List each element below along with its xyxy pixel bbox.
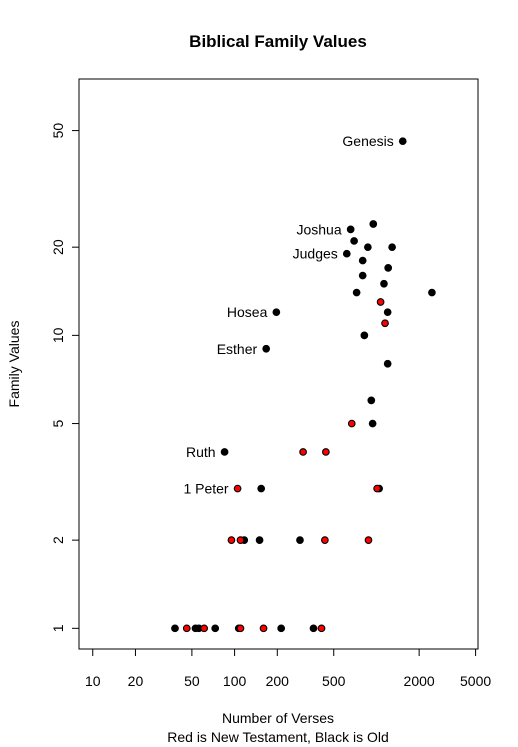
old-testament-point xyxy=(383,359,392,368)
x-tick-label: 5000 xyxy=(460,673,491,689)
point-label: Genesis xyxy=(342,133,393,149)
old-testament-point xyxy=(352,288,361,297)
old-testament-point xyxy=(360,331,369,340)
old-testament-point xyxy=(428,288,436,297)
old-testament-point xyxy=(350,237,358,245)
x-axis: 10 20 50 100 200 500 2000 5000 xyxy=(85,649,491,689)
y-tick-label: 5 xyxy=(50,419,66,427)
old-testament-point xyxy=(171,624,179,633)
new-testament-point xyxy=(236,536,245,544)
data-points xyxy=(171,137,436,633)
y-tick-label: 50 xyxy=(50,123,66,139)
y-tick-label: 20 xyxy=(50,239,66,255)
old-testament-point xyxy=(255,536,264,544)
plot-area-box xyxy=(78,78,479,650)
x-tick-label: 10 xyxy=(85,673,101,689)
old-testament-point xyxy=(257,484,266,493)
x-tick-label: 500 xyxy=(322,673,346,689)
old-testament-point xyxy=(262,344,271,353)
old-testament-point xyxy=(398,137,407,146)
point-label: Joshua xyxy=(296,221,341,237)
y-tick-label: 10 xyxy=(50,327,66,343)
x-tick-label: 50 xyxy=(184,673,200,689)
old-testament-point xyxy=(277,624,286,633)
new-testament-point xyxy=(321,536,329,544)
old-testament-point xyxy=(384,263,393,272)
new-testament-point xyxy=(376,298,385,306)
x-tick-label: 100 xyxy=(223,673,247,689)
new-testament-point xyxy=(233,484,242,493)
new-testament-point xyxy=(200,624,208,633)
old-testament-point xyxy=(369,220,378,228)
old-testament-point xyxy=(309,624,318,633)
new-testament-point xyxy=(322,448,330,456)
old-testament-point xyxy=(388,243,396,252)
y-axis: 1 2 5 10 20 50 xyxy=(50,123,79,632)
new-testament-point xyxy=(317,624,326,633)
chart-title: Biblical Family Values xyxy=(189,32,367,51)
point-label: Judges xyxy=(293,246,338,262)
new-testament-point xyxy=(381,319,389,328)
old-testament-point xyxy=(296,536,304,544)
old-testament-point xyxy=(380,279,388,288)
old-testament-point xyxy=(368,419,377,428)
new-testament-point xyxy=(364,536,373,544)
y-axis-label: Family Values xyxy=(6,321,22,408)
old-testament-point xyxy=(383,308,392,317)
new-testament-point xyxy=(373,484,381,493)
old-testament-point xyxy=(211,624,220,633)
point-label: Ruth xyxy=(186,444,216,460)
old-testament-point xyxy=(342,249,351,258)
old-testament-point xyxy=(358,256,367,265)
y-tick-label: 2 xyxy=(50,536,66,544)
new-testament-point xyxy=(227,536,236,544)
point-label: Esther xyxy=(217,341,258,357)
new-testament-point xyxy=(182,624,191,633)
new-testament-point xyxy=(236,624,245,633)
x-tick-label: 200 xyxy=(266,673,290,689)
point-label: 1 Peter xyxy=(183,481,228,497)
new-testament-point xyxy=(299,448,307,456)
new-testament-point xyxy=(259,624,268,633)
x-tick-label: 2000 xyxy=(404,673,435,689)
old-testament-point xyxy=(346,225,355,234)
old-testament-point xyxy=(220,448,229,456)
x-tick-label: 20 xyxy=(128,673,144,689)
point-annotations: Genesis Joshua Judges Hosea Esther Ruth 1 Pete… xyxy=(183,133,393,496)
old-testament-point xyxy=(272,308,281,317)
old-testament-point xyxy=(358,271,367,280)
point-label: Hosea xyxy=(227,304,268,320)
old-testament-point xyxy=(364,243,372,252)
x-axis-sublabel: Red is New Testament, Black is Old xyxy=(167,729,389,745)
old-testament-point xyxy=(367,396,376,405)
new-testament-point xyxy=(347,419,356,428)
y-tick-label: 1 xyxy=(50,624,66,632)
x-axis-label: Number of Verses xyxy=(222,710,334,726)
